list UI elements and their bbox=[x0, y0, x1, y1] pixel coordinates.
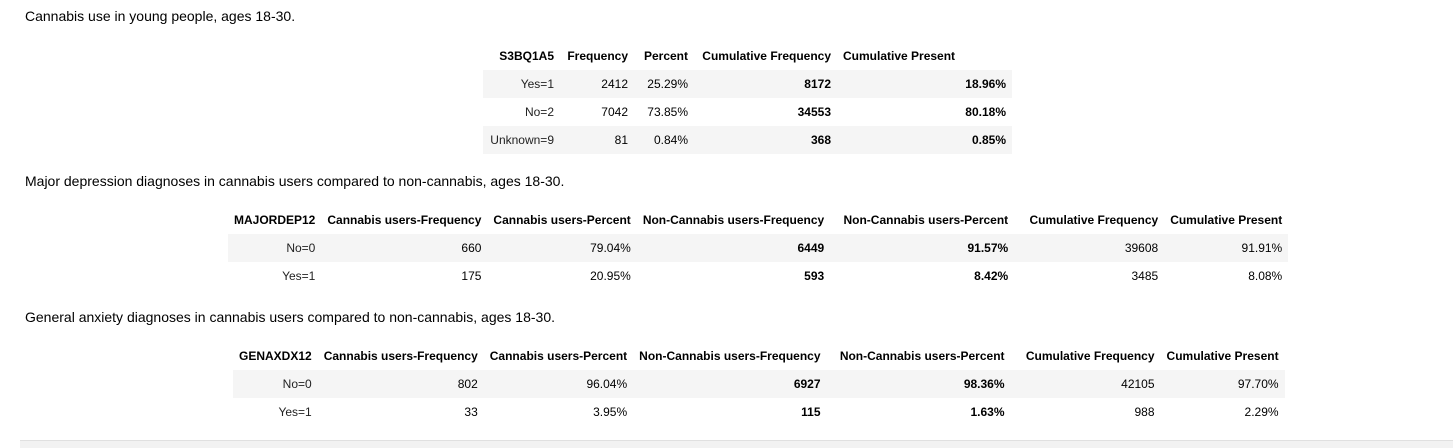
table-major-depression: MAJORDEP12 Cannabis users-Frequency Cann… bbox=[228, 206, 1289, 290]
row-label: No=2 bbox=[483, 98, 560, 126]
table-cell: 98.36% bbox=[826, 370, 1011, 398]
caption-general-anxiety: General anxiety diagnoses in cannabis us… bbox=[25, 309, 555, 325]
caption-major-depression: Major depression diagnoses in cannabis u… bbox=[25, 173, 565, 189]
table-cell: 81 bbox=[560, 126, 634, 154]
table-cell: 96.04% bbox=[483, 370, 634, 398]
table-cell: 115 bbox=[633, 398, 827, 426]
table-row: No=2 7042 73.85% 34553 80.18% bbox=[483, 98, 1012, 126]
column-header: Cannabis users-Frequency bbox=[327, 213, 482, 227]
table-cell: 25.29% bbox=[634, 70, 694, 98]
column-header: Cumulative Present bbox=[1166, 349, 1279, 363]
row-label: No=0 bbox=[228, 234, 322, 262]
table-row: Yes=1 33 3.95% 115 1.63% 988 2.29% bbox=[233, 398, 1285, 426]
column-header: Non-Cannabis users-Percent bbox=[843, 213, 1009, 227]
column-header: Cumulative Frequency bbox=[702, 49, 831, 63]
table-cell: 593 bbox=[636, 262, 831, 290]
column-header: S3BQ1A5 bbox=[499, 49, 554, 63]
column-header: GENAXDX12 bbox=[239, 349, 312, 363]
column-header: Non-Cannabis users-Frequency bbox=[639, 349, 821, 363]
table-cell: 42105 bbox=[1010, 370, 1161, 398]
table-cell: 1.63% bbox=[826, 398, 1011, 426]
table-cell: 39608 bbox=[1014, 234, 1165, 262]
column-header: Frequency bbox=[567, 49, 628, 63]
table-cell: 33 bbox=[317, 398, 484, 426]
row-label: Yes=1 bbox=[483, 70, 560, 98]
table-cell: 6449 bbox=[636, 234, 831, 262]
column-header: Cannabis users-Percent bbox=[489, 349, 628, 363]
table-row: Yes=1 175 20.95% 593 8.42% 3485 8.08% bbox=[228, 262, 1289, 290]
table-cannabis-use: S3BQ1A5 Frequency Percent Cumulative Fre… bbox=[483, 42, 1012, 154]
table-cell: 91.57% bbox=[830, 234, 1015, 262]
caption-cannabis-use: Cannabis use in young people, ages 18-30… bbox=[25, 8, 296, 24]
table-cell: 0.84% bbox=[634, 126, 694, 154]
table-header-row: MAJORDEP12 Cannabis users-Frequency Cann… bbox=[228, 206, 1288, 234]
column-header: Cumulative Present bbox=[843, 49, 956, 63]
column-header: Cumulative Present bbox=[1170, 213, 1283, 227]
table-cell: 7042 bbox=[560, 98, 634, 126]
table-cell: 3.95% bbox=[483, 398, 634, 426]
table-cell: 2.29% bbox=[1160, 398, 1285, 426]
table-cell: 2412 bbox=[560, 70, 634, 98]
table-cell: 18.96% bbox=[837, 70, 1012, 98]
row-label: Unknown=9 bbox=[483, 126, 560, 154]
table-general-anxiety: GENAXDX12 Cannabis users-Frequency Canna… bbox=[233, 342, 1285, 426]
column-header: Percent bbox=[643, 49, 688, 63]
column-header: Cannabis users-Frequency bbox=[323, 349, 478, 363]
row-label: Yes=1 bbox=[233, 398, 318, 426]
table-cell: 368 bbox=[694, 126, 837, 154]
table-cell: 97.70% bbox=[1160, 370, 1285, 398]
column-header: Cumulative Frequency bbox=[1029, 213, 1159, 227]
table-cell: 8172 bbox=[694, 70, 837, 98]
column-header: Cumulative Frequency bbox=[1025, 349, 1155, 363]
table-cell: 73.85% bbox=[634, 98, 694, 126]
table-cell: 802 bbox=[317, 370, 484, 398]
table-cell: 8.42% bbox=[830, 262, 1015, 290]
table-header-row: GENAXDX12 Cannabis users-Frequency Canna… bbox=[233, 342, 1285, 370]
column-header: Non-Cannabis users-Percent bbox=[839, 349, 1005, 363]
output-scroll-area bbox=[20, 440, 1453, 448]
row-label: Yes=1 bbox=[228, 262, 322, 290]
table-cell: 988 bbox=[1010, 398, 1161, 426]
table-cell: 34553 bbox=[694, 98, 837, 126]
table-cell: 660 bbox=[321, 234, 488, 262]
table-row: No=0 660 79.04% 6449 91.57% 39608 91.91% bbox=[228, 234, 1289, 262]
column-header: Cannabis users-Percent bbox=[493, 213, 631, 227]
table-header-row: S3BQ1A5 Frequency Percent Cumulative Fre… bbox=[483, 42, 1012, 70]
table-row: Yes=1 2412 25.29% 8172 18.96% bbox=[483, 70, 1012, 98]
column-header: MAJORDEP12 bbox=[234, 213, 316, 227]
table-row: No=0 802 96.04% 6927 98.36% 42105 97.70% bbox=[233, 370, 1285, 398]
table-cell: 91.91% bbox=[1164, 234, 1289, 262]
table-cell: 79.04% bbox=[487, 234, 637, 262]
table-cell: 6927 bbox=[633, 370, 827, 398]
table-cell: 0.85% bbox=[837, 126, 1012, 154]
column-header: Non-Cannabis users-Frequency bbox=[642, 213, 825, 227]
table-row: Unknown=9 81 0.84% 368 0.85% bbox=[483, 126, 1012, 154]
table-cell: 175 bbox=[321, 262, 488, 290]
table-cell: 20.95% bbox=[487, 262, 637, 290]
table-cell: 8.08% bbox=[1164, 262, 1289, 290]
table-cell: 80.18% bbox=[837, 98, 1012, 126]
table-cell: 3485 bbox=[1014, 262, 1165, 290]
row-label: No=0 bbox=[233, 370, 318, 398]
